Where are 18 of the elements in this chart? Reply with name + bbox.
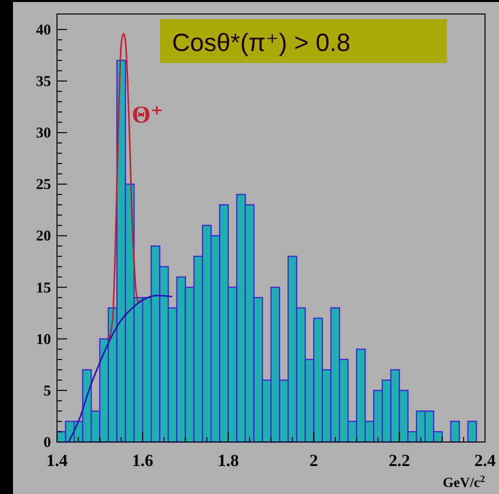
x-tick-label: 1.6 xyxy=(132,451,154,470)
x-tick-label: 1.8 xyxy=(218,451,239,470)
x-tick-label: 2.4 xyxy=(474,451,496,470)
x-tick-label: 1.4 xyxy=(46,451,68,470)
x-axis-title: GeV/c$^{2}$ xyxy=(442,474,486,491)
y-tick-label: 10 xyxy=(36,332,51,348)
y-tick-label: 35 xyxy=(36,74,51,90)
text: Cosθ*(π⁺) > 0.8 xyxy=(172,29,350,57)
x-tick-label: 2.2 xyxy=(388,451,410,470)
x-tick-label: 2 xyxy=(310,451,318,470)
y-tick-label: 15 xyxy=(36,280,51,296)
y-tick-label: 40 xyxy=(36,22,51,38)
y-tick-label: 30 xyxy=(36,126,51,142)
y-tick-label: 20 xyxy=(36,228,51,245)
y-tick-label: 25 xyxy=(36,177,51,194)
y-tick-label: 5 xyxy=(44,383,51,400)
annotation: Θ⁺ xyxy=(132,102,164,128)
y-tick-label: 0 xyxy=(44,435,51,451)
